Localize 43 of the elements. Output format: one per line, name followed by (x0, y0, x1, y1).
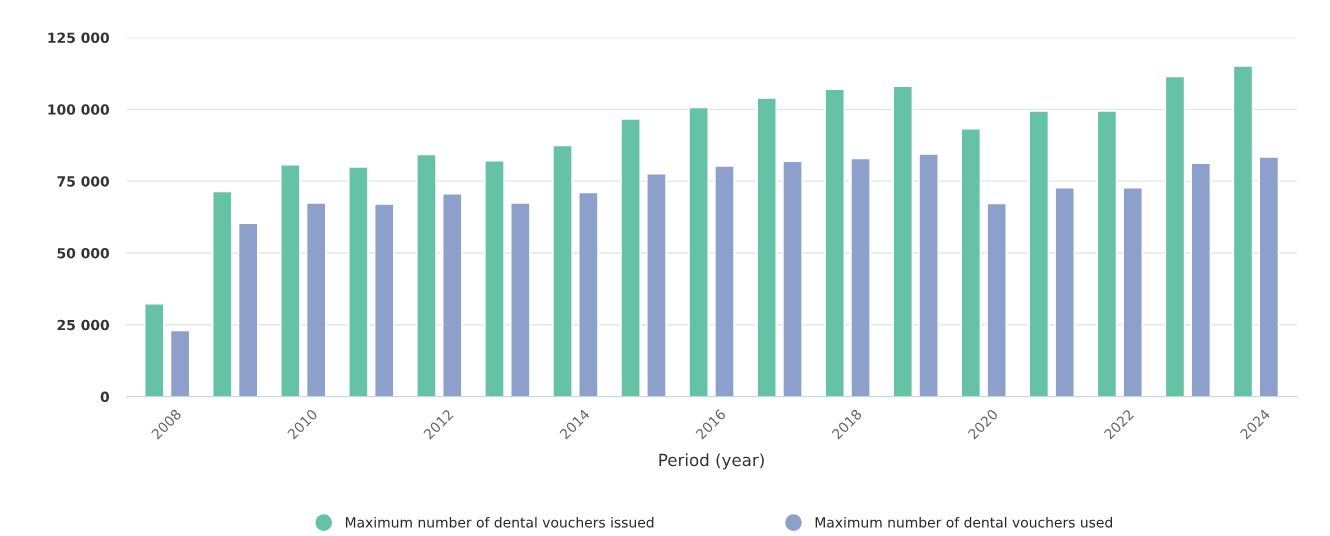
bar (824, 88, 845, 397)
bar (1122, 187, 1143, 397)
bar (144, 303, 165, 397)
bar (1190, 162, 1212, 397)
legend-label: Maximum number of dental vouchers issued (345, 516, 654, 528)
bar (1258, 156, 1280, 397)
y-tick-label: 50 000 (57, 247, 110, 259)
y-tick-label: 25 000 (57, 319, 110, 331)
bar (782, 160, 803, 397)
bar (552, 144, 573, 397)
bar (714, 165, 735, 397)
y-tick-label: 75 000 (57, 176, 110, 187)
bar (578, 191, 599, 397)
bar (986, 202, 1007, 397)
bar (850, 157, 871, 397)
bar (892, 85, 913, 397)
bar (484, 160, 505, 397)
bar (756, 97, 777, 397)
bar (305, 202, 327, 397)
bar (1054, 187, 1075, 397)
bar (510, 202, 531, 397)
bar (416, 153, 437, 397)
bar (620, 118, 641, 397)
bar (646, 173, 667, 397)
bar (1028, 110, 1050, 397)
bar (212, 190, 233, 397)
bar (1164, 75, 1186, 397)
x-axis-title: Period (year) (659, 453, 764, 470)
bar (280, 164, 301, 397)
bar (237, 222, 259, 397)
bar (442, 193, 463, 397)
bar (348, 166, 369, 397)
bar (169, 329, 191, 397)
bar (918, 153, 939, 397)
legend-label: Maximum number of dental vouchers used (815, 516, 1112, 528)
y-tick-label: 100 000 (48, 104, 110, 115)
bar (1096, 110, 1118, 397)
y-tick-label: 125 000 (48, 32, 110, 43)
bar (374, 203, 395, 397)
bar (688, 106, 709, 397)
bar (1232, 65, 1254, 397)
bar (960, 128, 982, 397)
y-tick-label: 0 (100, 391, 110, 403)
